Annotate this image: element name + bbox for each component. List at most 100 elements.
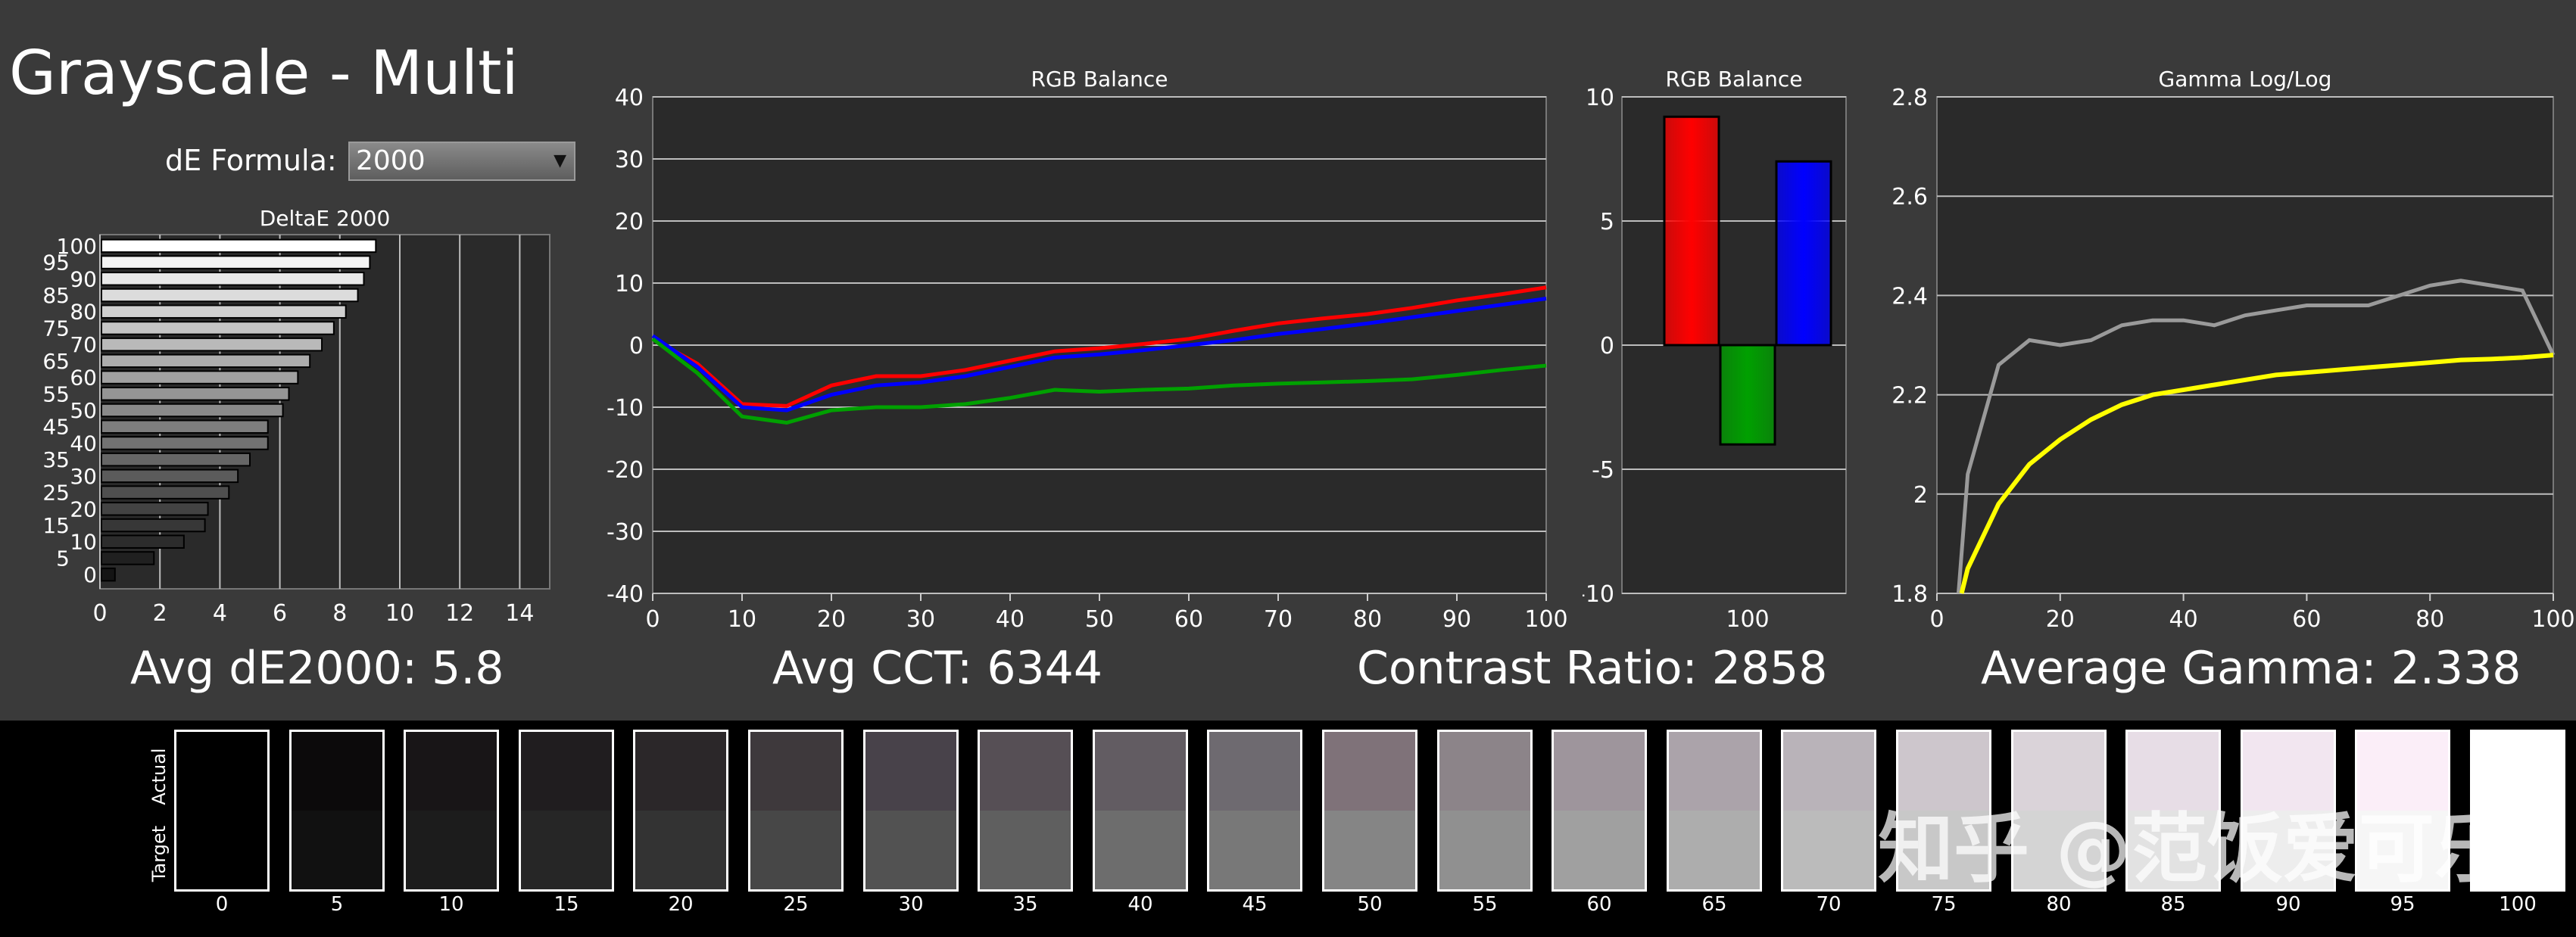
avg-de-stat: Avg dE2000: 5.8 <box>130 642 504 695</box>
swatch-target <box>865 811 956 889</box>
swatch-target <box>980 811 1071 889</box>
swatch-label: 40 <box>1127 893 1153 916</box>
x-tick-label: 30 <box>906 606 935 633</box>
y-tick-label: 75 <box>42 316 70 341</box>
swatch <box>2241 730 2336 892</box>
swatch-label: 60 <box>1586 893 1612 916</box>
y-tick-label: 60 <box>70 366 97 391</box>
y-tick-label: 45 <box>42 415 70 440</box>
chart-title: DeltaE 2000 <box>260 206 391 231</box>
deltae-bar <box>101 387 290 401</box>
swatch-actual <box>1324 732 1415 811</box>
swatch-target <box>1669 811 1760 889</box>
swatch-actual <box>2243 732 2334 811</box>
x-tick-label: 2 <box>153 600 167 627</box>
deltae-bar <box>101 567 116 582</box>
x-tick-label: 80 <box>2415 606 2444 633</box>
chart-title: Gamma Log/Log <box>2159 67 2332 92</box>
swatch <box>1093 730 1188 892</box>
swatch <box>748 730 844 892</box>
deltae-bar <box>101 485 230 500</box>
deltae-bar <box>101 304 347 319</box>
x-tick-label: 80 <box>1353 606 1382 633</box>
swatch-label: 70 <box>1816 893 1842 916</box>
series-line-gray <box>1956 279 2556 594</box>
swatch <box>289 730 385 892</box>
swatch <box>1896 730 1991 892</box>
swatch-actual <box>292 732 382 811</box>
swatch-target <box>521 811 612 889</box>
y-tick-label: 0 <box>83 562 97 587</box>
swatch <box>174 730 270 892</box>
swatch <box>1552 730 1647 892</box>
swatch-label: 5 <box>330 893 344 916</box>
swatch <box>2355 730 2450 892</box>
de-formula-select[interactable]: 2000 ▼ <box>348 142 575 181</box>
swatch-label: 90 <box>2275 893 2301 916</box>
swatch-actual <box>1439 732 1530 811</box>
deltae-bar <box>101 469 239 484</box>
swatch-label: 50 <box>1357 893 1383 916</box>
deltae-bar <box>101 288 359 303</box>
deltae-bar <box>101 238 377 254</box>
de-formula-value: 2000 <box>356 145 426 176</box>
x-tick-label: 12 <box>445 600 474 627</box>
deltae-bar <box>101 518 206 533</box>
y-tick-label: 0 <box>1600 333 1614 360</box>
y-tick-label: 30 <box>615 147 644 173</box>
swatch <box>519 730 614 892</box>
x-tick-label: 60 <box>2292 606 2321 633</box>
swatch-label: 15 <box>554 893 579 916</box>
x-tick-label: 50 <box>1085 606 1114 633</box>
y-tick-label: 25 <box>42 481 70 506</box>
y-tick-label: 1.8 <box>1891 581 1928 608</box>
deltae-bar <box>101 272 365 286</box>
swatch-target <box>1324 811 1415 889</box>
swatch-actual <box>176 732 267 811</box>
swatch-label: 10 <box>438 893 464 916</box>
swatch-actual <box>406 732 497 811</box>
swatch-target <box>1554 811 1645 889</box>
y-tick-label: 10 <box>70 530 97 555</box>
y-tick-label: -20 <box>607 457 644 484</box>
y-tick-label: 50 <box>70 398 97 423</box>
swatch-strip: Actual Target 0 5 10 15 20 25 30 35 40 45 50 55 60 65… <box>0 721 2576 937</box>
y-tick-label: -40 <box>607 581 644 608</box>
x-tick-label: 100 <box>2531 606 2574 633</box>
y-tick-label: 10 <box>615 271 644 297</box>
swatch-label: 75 <box>1931 893 1957 916</box>
balance-bar-red <box>1663 115 1720 347</box>
x-tick-label: 0 <box>1929 606 1944 633</box>
x-tick-label: 14 <box>505 600 534 627</box>
y-tick-label: 2.6 <box>1891 184 1928 210</box>
x-tick-label: 100 <box>1726 606 1769 633</box>
swatch-actual <box>521 732 612 811</box>
deltae-bar <box>101 321 335 335</box>
x-tick-label: 0 <box>92 600 107 627</box>
swatch-target <box>176 811 267 889</box>
avg-gamma-stat: Average Gamma: 2.338 <box>1981 642 2521 695</box>
y-tick-label: 55 <box>42 381 70 406</box>
deltae-bar <box>101 436 269 450</box>
swatch-label: 55 <box>1472 893 1498 916</box>
x-tick-label: 70 <box>1264 606 1293 633</box>
actual-label: Actual <box>148 748 170 805</box>
swatch-actual <box>635 732 726 811</box>
swatch-label: 0 <box>215 893 229 916</box>
swatch-label: 30 <box>898 893 924 916</box>
swatch-actual <box>1669 732 1760 811</box>
swatch-actual <box>865 732 956 811</box>
x-tick-label: 8 <box>332 600 347 627</box>
swatch-label: 65 <box>1701 893 1727 916</box>
swatch-target <box>2357 811 2448 889</box>
avg-cct-stat: Avg CCT: 6344 <box>772 642 1103 695</box>
y-tick-label: 5 <box>1600 209 1614 235</box>
y-tick-label: -10 <box>1583 581 1614 608</box>
swatch-label: 100 <box>2499 893 2537 916</box>
chart-title: RGB Balance <box>1031 67 1168 92</box>
x-tick-label: 20 <box>2046 606 2075 633</box>
contrast-ratio-stat: Contrast Ratio: 2858 <box>1357 642 1828 695</box>
y-tick-label: 5 <box>56 546 70 571</box>
